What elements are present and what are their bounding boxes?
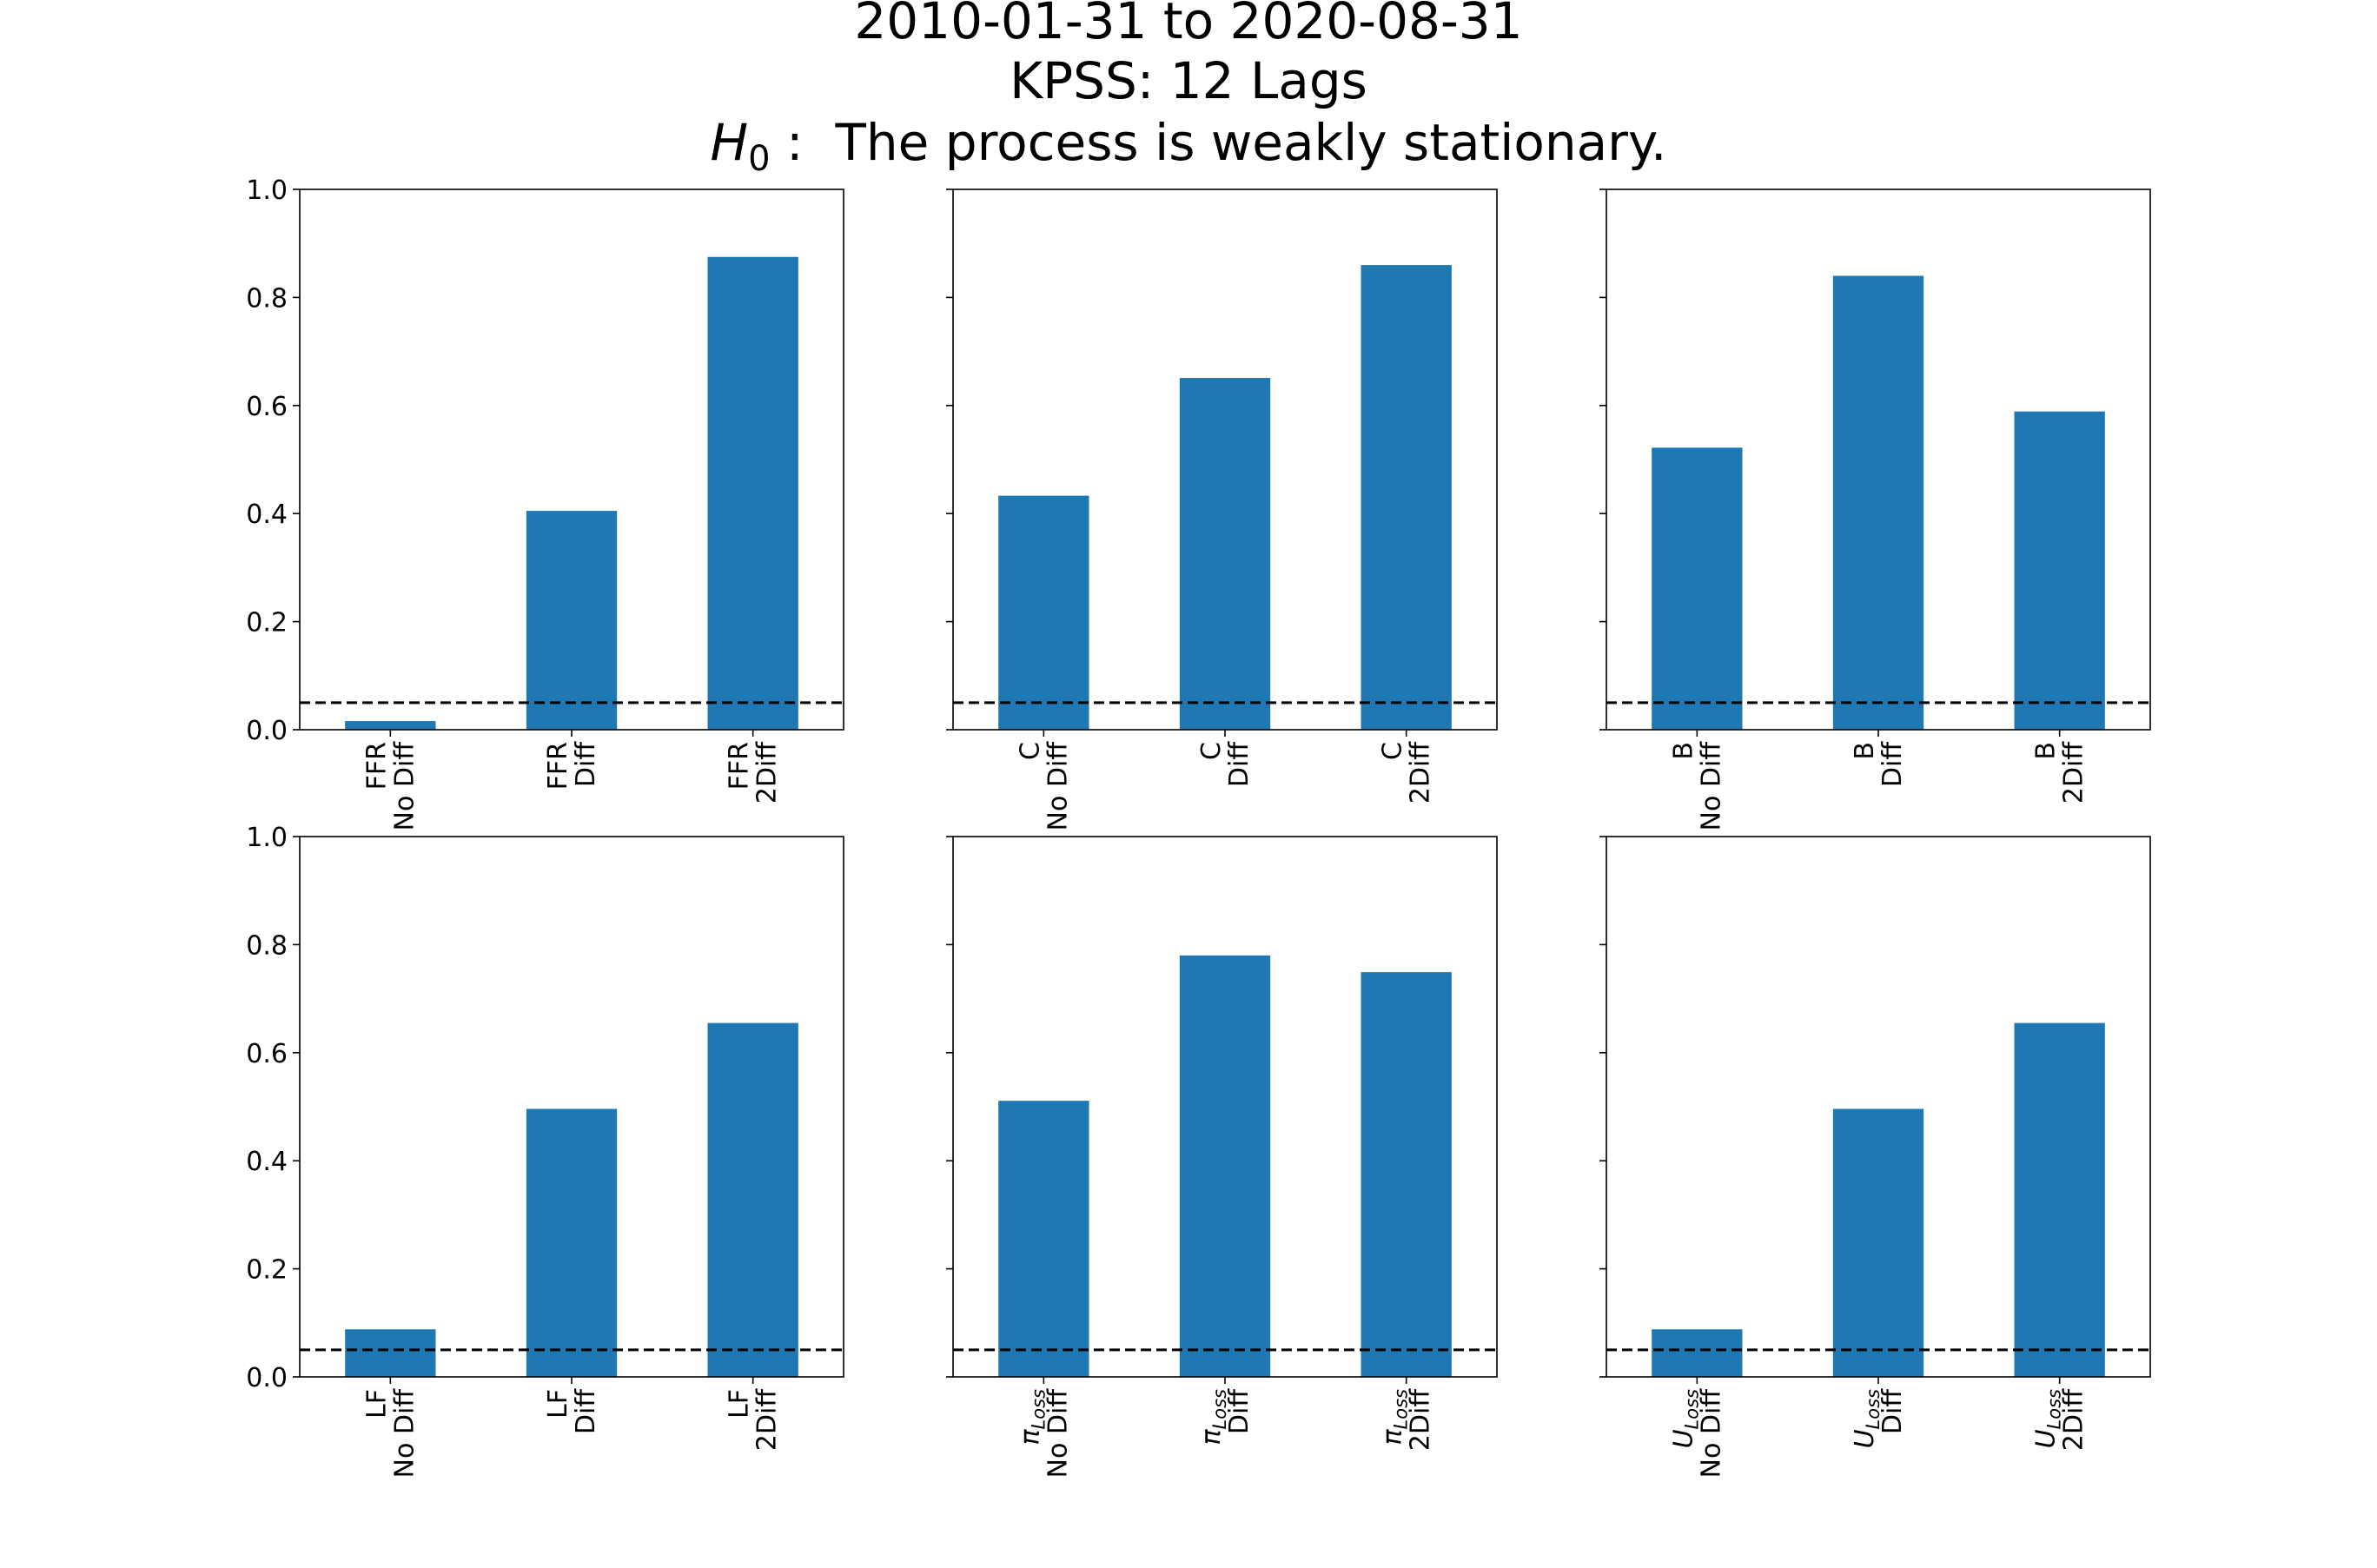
x-tick-label-transform: No Diff — [1696, 741, 1726, 831]
figure-title-line-1: 2010-01-31 to 2020-08-31 — [854, 0, 1522, 50]
x-tick-label-variable: B — [2031, 742, 2062, 760]
x-tick-label-transform: No Diff — [1043, 741, 1073, 831]
bar-lf-3 — [707, 1022, 798, 1377]
y-tick-label: 0.4 — [246, 1147, 288, 1177]
bar-ffr-1 — [345, 721, 436, 730]
bar-π-2 — [1179, 955, 1271, 1377]
x-tick-label: BNo Diff — [1668, 741, 1726, 831]
x-tick-label-variable: πLoss — [1378, 1389, 1412, 1446]
y-tick-label: 0.6 — [246, 1039, 288, 1069]
x-tick-label-transform: 2Diff — [1406, 741, 1436, 804]
x-tick-label-transform: Diff — [571, 1388, 601, 1434]
figure-title-line-3: H0 : The process is weakly stationary. — [711, 113, 1667, 179]
title-hypothesis-symbol: H — [711, 113, 749, 172]
x-tick-label-variable: πLoss — [1015, 1389, 1049, 1446]
x-tick-label-transform: Diff — [1877, 741, 1908, 787]
y-tick-label: 0.0 — [246, 716, 288, 746]
y-tick-label: 0.8 — [246, 283, 288, 314]
x-tick-label-variable: C — [1015, 742, 1045, 760]
x-tick-label-transform: 2Diff — [752, 741, 783, 804]
x-tick-label-transform: 2Diff — [2059, 741, 2089, 804]
y-tick-label: 0.4 — [246, 500, 288, 530]
x-tick-label-variable: B — [1850, 742, 1880, 760]
bar-c-1 — [998, 495, 1089, 730]
x-tick-label-transform: Diff — [1224, 741, 1255, 787]
bar-c-2 — [1179, 378, 1271, 730]
bar-u-2 — [1832, 1108, 1924, 1377]
figure-title-line-2: KPSS: 12 Lags — [1010, 51, 1367, 110]
bar-c-3 — [1361, 265, 1452, 731]
x-tick-label-transform: No Diff — [389, 741, 420, 831]
x-tick-label-variable: LF — [543, 1389, 573, 1419]
x-tick-label-transform: Diff — [1877, 1388, 1908, 1434]
x-tick-label-transform: Diff — [1224, 1388, 1255, 1434]
title-hypothesis-subscript: 0 — [748, 139, 770, 179]
x-tick-label-variable: LF — [361, 1389, 392, 1419]
y-tick-label: 0.6 — [246, 392, 288, 422]
bar-π-1 — [998, 1101, 1089, 1377]
title-hypothesis-text: : The process is weakly stationary. — [771, 113, 1667, 172]
x-tick-label-variable: LF — [725, 1389, 755, 1419]
x-tick-label-transform: 2Diff — [752, 1388, 783, 1452]
x-tick-label-transform: No Diff — [389, 1388, 420, 1479]
x-tick-label-transform: No Diff — [1696, 1388, 1726, 1479]
bar-b-1 — [1652, 447, 1743, 730]
bar-b-3 — [2014, 411, 2105, 730]
x-tick-label-transform: Diff — [571, 741, 601, 787]
bar-b-2 — [1832, 275, 1924, 730]
x-tick-label-variable: ULoss — [2031, 1389, 2065, 1448]
x-tick-label-variable: B — [1668, 742, 1698, 760]
x-tick-label-variable: πLoss — [1196, 1389, 1230, 1446]
x-tick-label-variable: C — [1378, 742, 1408, 760]
x-tick-label-transform: No Diff — [1043, 1388, 1073, 1479]
bar-ffr-2 — [526, 511, 618, 730]
y-tick-label: 0.0 — [246, 1363, 288, 1393]
y-tick-label: 1.0 — [246, 175, 288, 206]
y-tick-label: 0.8 — [246, 930, 288, 961]
x-tick-label-variable: C — [1196, 742, 1227, 760]
bar-ffr-3 — [707, 256, 798, 730]
x-tick-label-variable: FFR — [725, 742, 755, 790]
bar-π-3 — [1361, 972, 1452, 1377]
bar-u-3 — [2014, 1022, 2105, 1377]
x-tick-label-variable: ULoss — [1668, 1389, 1702, 1448]
bar-lf-2 — [526, 1108, 618, 1377]
x-tick-label: CNo Diff — [1015, 741, 1073, 831]
bar-lf-1 — [345, 1329, 436, 1377]
x-tick-label-transform: 2Diff — [1406, 1388, 1436, 1452]
x-tick-label-variable: FFR — [543, 742, 573, 790]
y-tick-label: 1.0 — [246, 823, 288, 853]
x-tick-label-variable: FFR — [361, 742, 392, 790]
y-tick-label: 0.2 — [246, 1255, 288, 1286]
x-tick-label-transform: 2Diff — [2059, 1388, 2089, 1452]
bar-u-1 — [1652, 1329, 1743, 1377]
y-tick-label: 0.2 — [246, 608, 288, 638]
x-tick-label-variable: ULoss — [1850, 1389, 1884, 1448]
